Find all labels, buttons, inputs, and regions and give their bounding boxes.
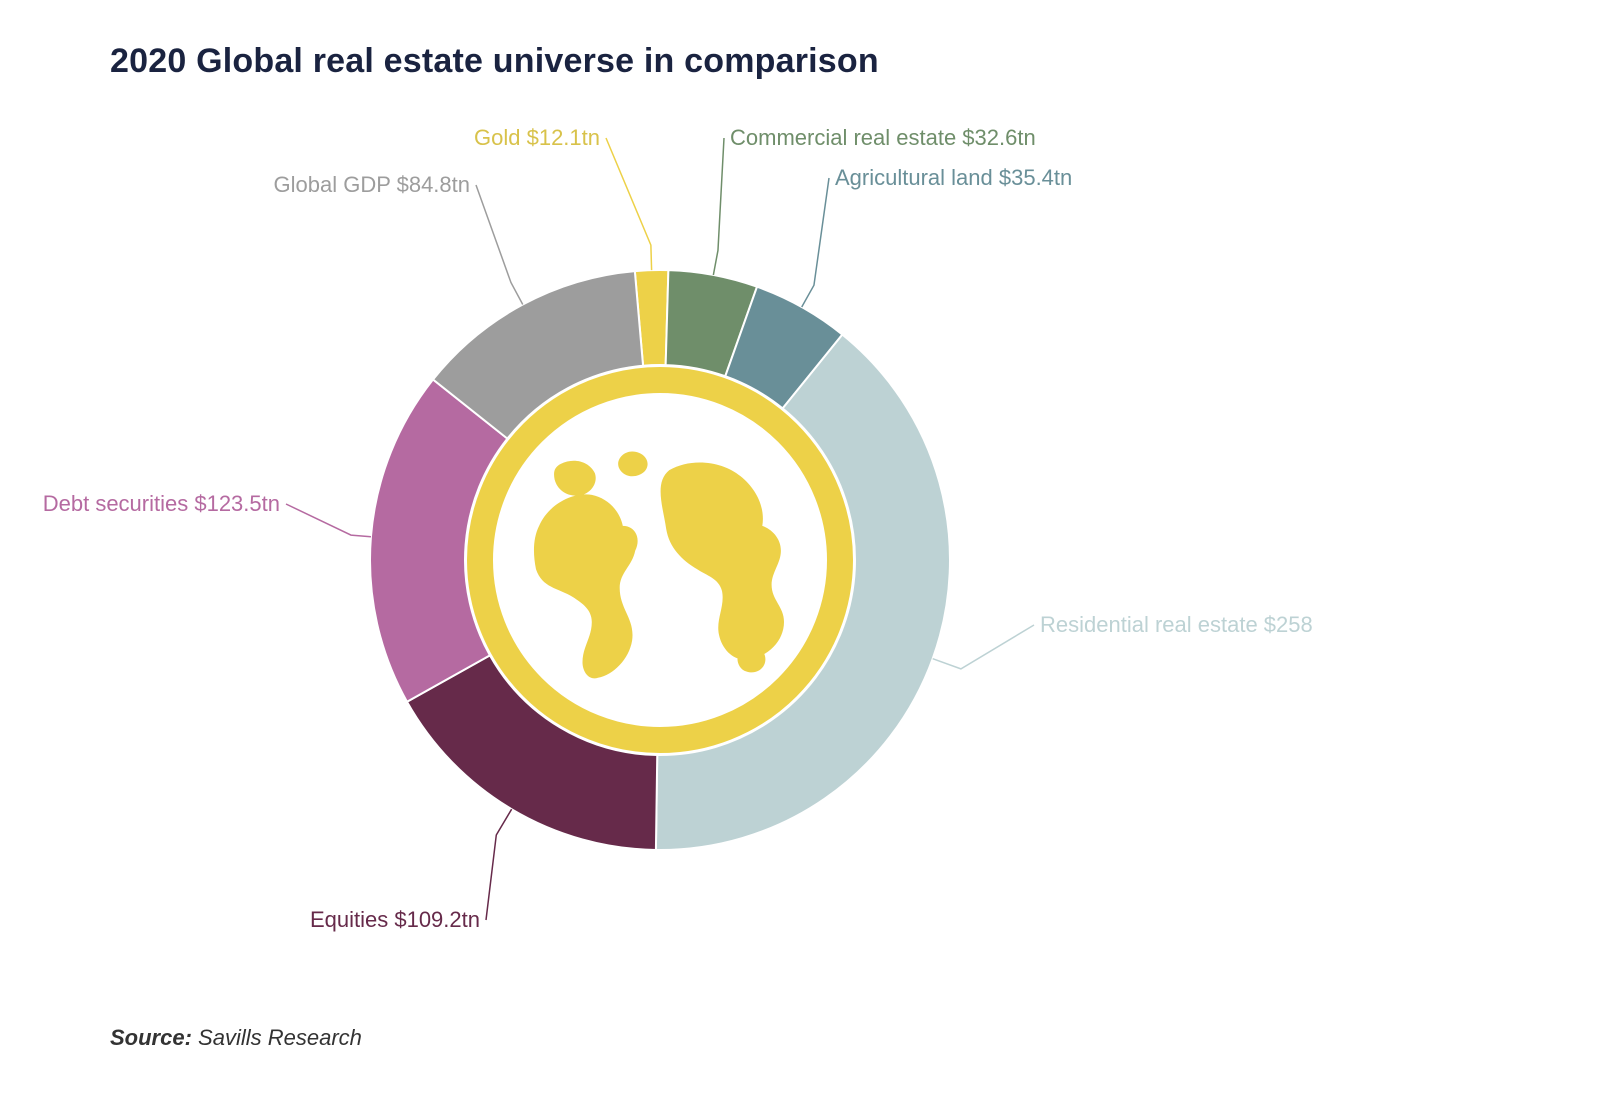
leader-commercial <box>713 138 724 275</box>
donut-svg: Gold $12.1tn Commercial real estate $32.6… <box>0 0 1608 1094</box>
leader-gdp <box>476 185 523 305</box>
leader-equities <box>486 809 512 920</box>
source-line: Source: Savills Research <box>110 1025 362 1051</box>
source-prefix: Source: <box>110 1025 192 1050</box>
label-residential: Residential real estate $258 <box>1040 612 1313 637</box>
donut-segments <box>370 270 950 850</box>
leader-residential <box>933 625 1034 669</box>
donut-chart: Gold $12.1tn Commercial real estate $32.6… <box>0 0 1608 1094</box>
label-gold: Gold $12.1tn <box>474 125 600 150</box>
leader-agricultural <box>802 178 829 307</box>
source-text: Savills Research <box>198 1025 362 1050</box>
leader-debt <box>286 504 371 537</box>
leader-gold <box>606 138 652 270</box>
label-commercial: Commercial real estate $32.6tn <box>730 125 1036 150</box>
globe-icon <box>534 452 784 679</box>
label-gdp: Global GDP $84.8tn <box>274 172 471 197</box>
inner-ring <box>480 380 840 740</box>
segment-residential <box>656 335 950 850</box>
label-agricultural: Agricultural land $35.4tn <box>835 165 1072 190</box>
infographic-page: 2020 Global real estate universe in comp… <box>0 0 1608 1094</box>
globe-land <box>534 452 784 679</box>
label-equities: Equities $109.2tn <box>310 907 480 932</box>
label-debt: Debt securities $123.5tn <box>43 491 280 516</box>
